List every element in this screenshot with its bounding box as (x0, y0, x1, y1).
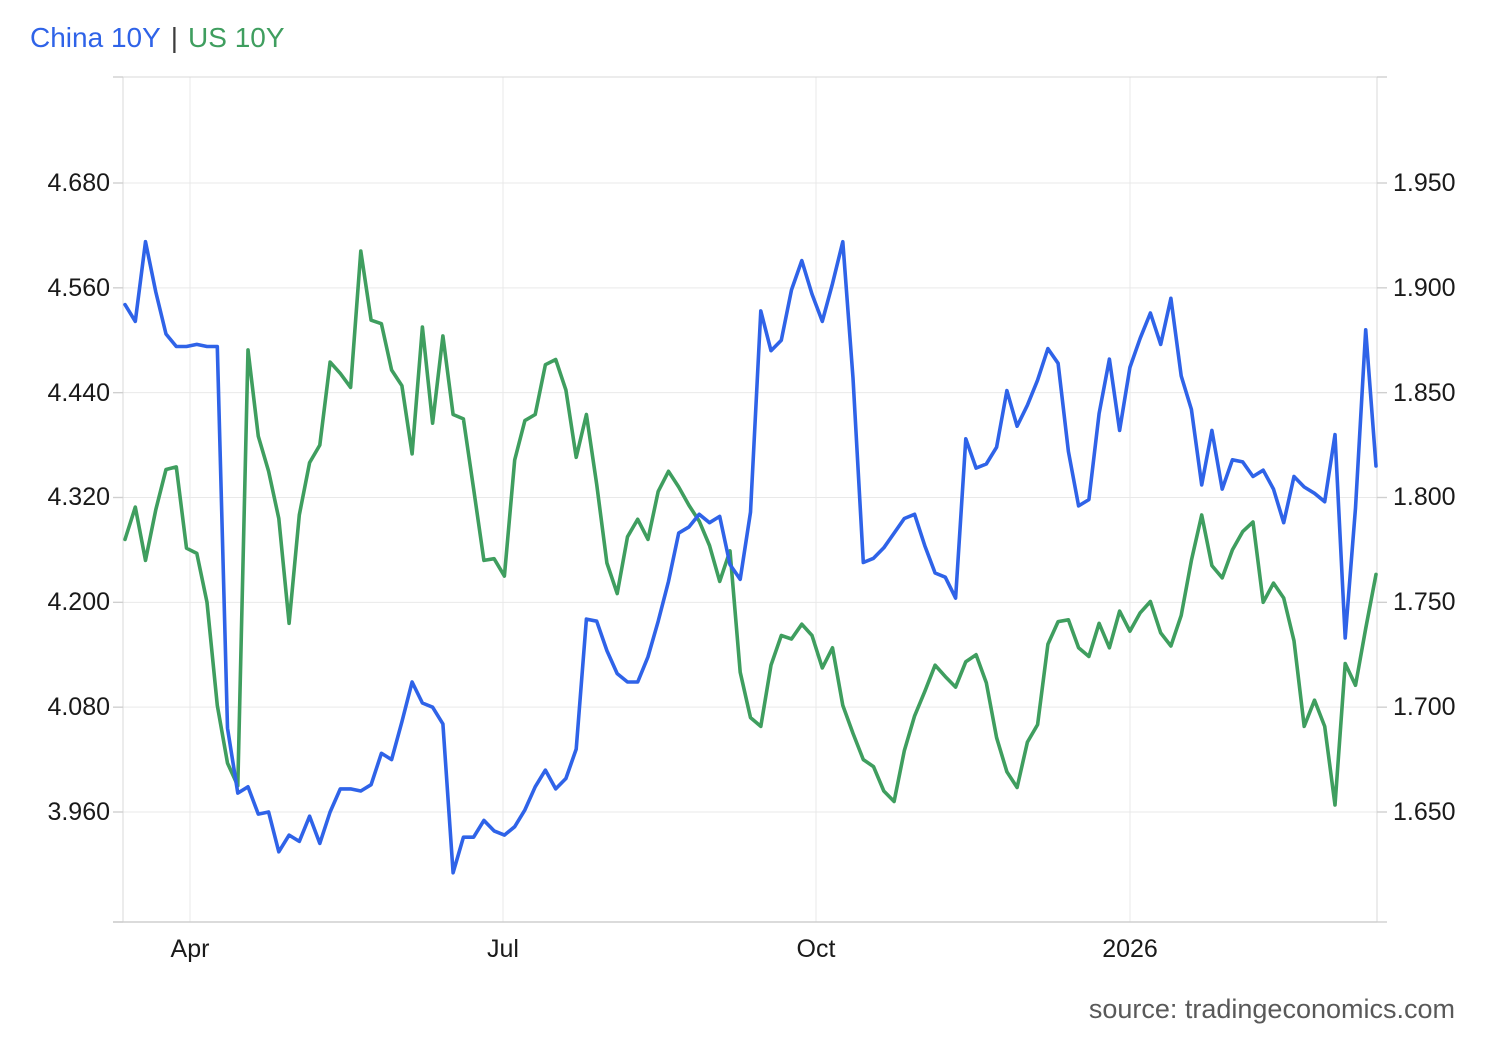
source-note: source: tradingeconomics.com (1088, 994, 1455, 1024)
legend-item-china-10y[interactable]: China 10Y (30, 22, 161, 53)
legend-separator: | (170, 22, 179, 53)
series-line-us-10y (123, 249, 1378, 807)
legend-item-us-10y[interactable]: US 10Y (188, 22, 285, 53)
series-line-china-10y (123, 239, 1378, 875)
chart-legend: China 10Y | US 10Y (30, 22, 285, 54)
